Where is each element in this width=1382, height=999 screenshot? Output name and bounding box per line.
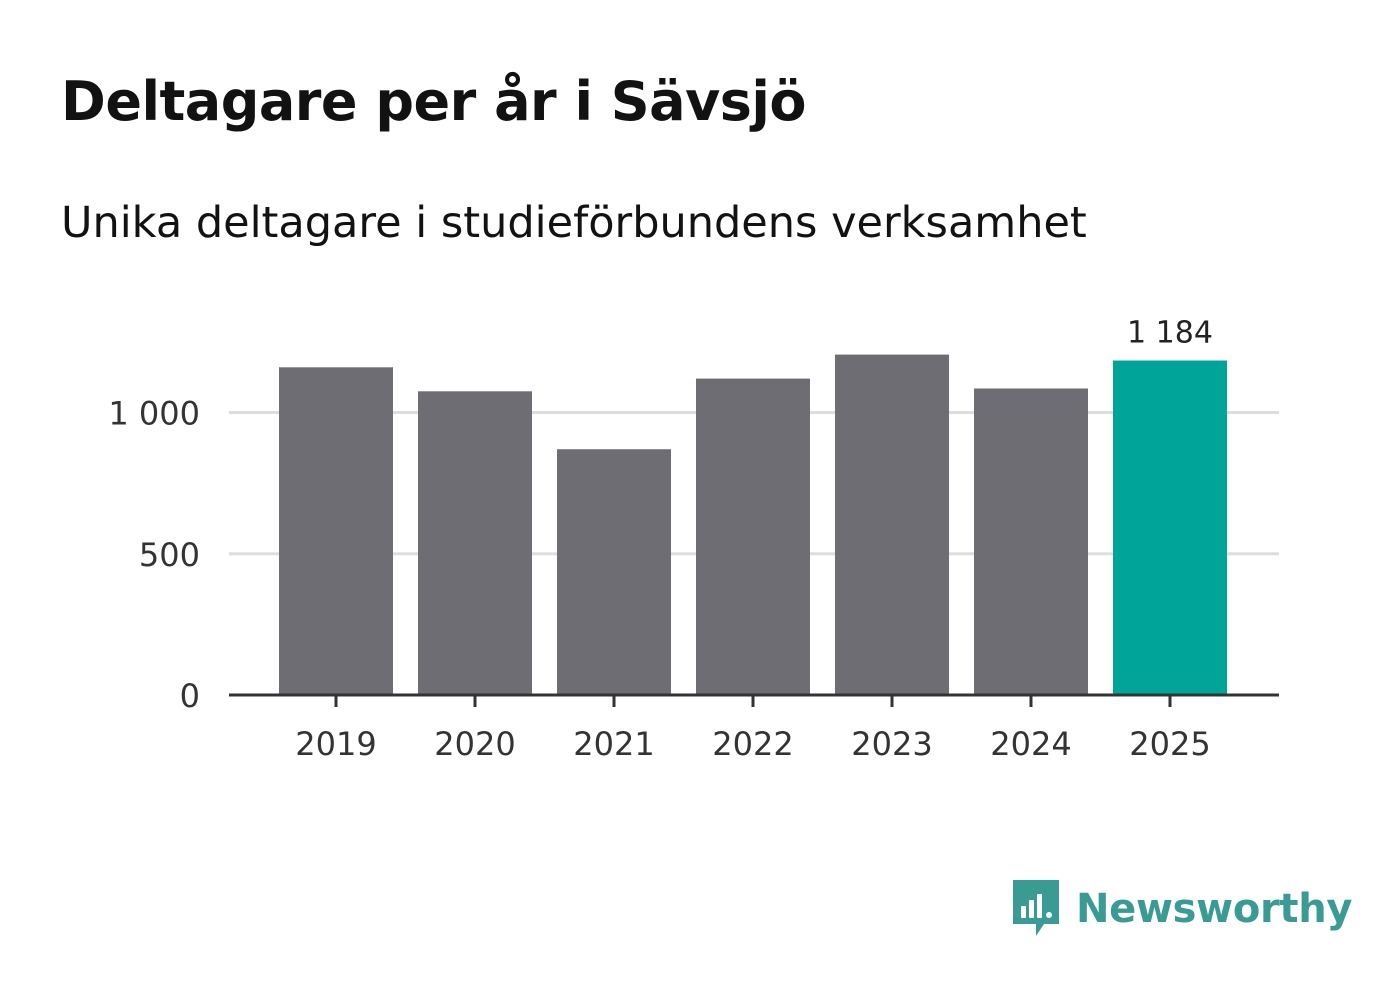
bar-2019 (279, 367, 393, 695)
axes (229, 693, 1279, 707)
chart-subtitle: Unika deltagare i studieförbundens verks… (61, 198, 1087, 248)
brand-logo: Newsworthy (1010, 878, 1353, 940)
bar-2021 (557, 449, 671, 695)
bar-2025 (1113, 360, 1227, 695)
bar-2023 (835, 354, 949, 695)
x-tick-label: 2019 (295, 725, 376, 763)
x-tick-label: 2021 (573, 725, 654, 763)
y-tick-label: 0 (180, 677, 200, 715)
bars (279, 354, 1227, 695)
x-tick-label: 2022 (712, 725, 793, 763)
bar-2024 (974, 388, 1088, 695)
chart-title: Deltagare per år i Sävsjö (61, 70, 807, 133)
brand-name: Newsworthy (1076, 886, 1353, 932)
x-tick-label: 2025 (1129, 725, 1210, 763)
labels: 0 500 1 000 2019 2020 2021 2022 2023 2024 2025 1 1… (108, 316, 1213, 763)
y-tick-label: 1 000 (108, 395, 200, 433)
y-tick-label: 500 (139, 536, 200, 574)
data-label: 1 184 (1127, 316, 1213, 351)
x-tick-label: 2023 (851, 725, 932, 763)
x-tick-label: 2024 (990, 725, 1071, 763)
x-tick-label: 2020 (434, 725, 515, 763)
bar-2022 (696, 378, 810, 695)
newsworthy-logo-icon (1013, 880, 1059, 936)
bar-2020 (418, 391, 532, 695)
bar-chart: 0 500 1 000 2019 2020 2021 2022 2023 2024 2025 1 1… (108, 316, 1279, 763)
